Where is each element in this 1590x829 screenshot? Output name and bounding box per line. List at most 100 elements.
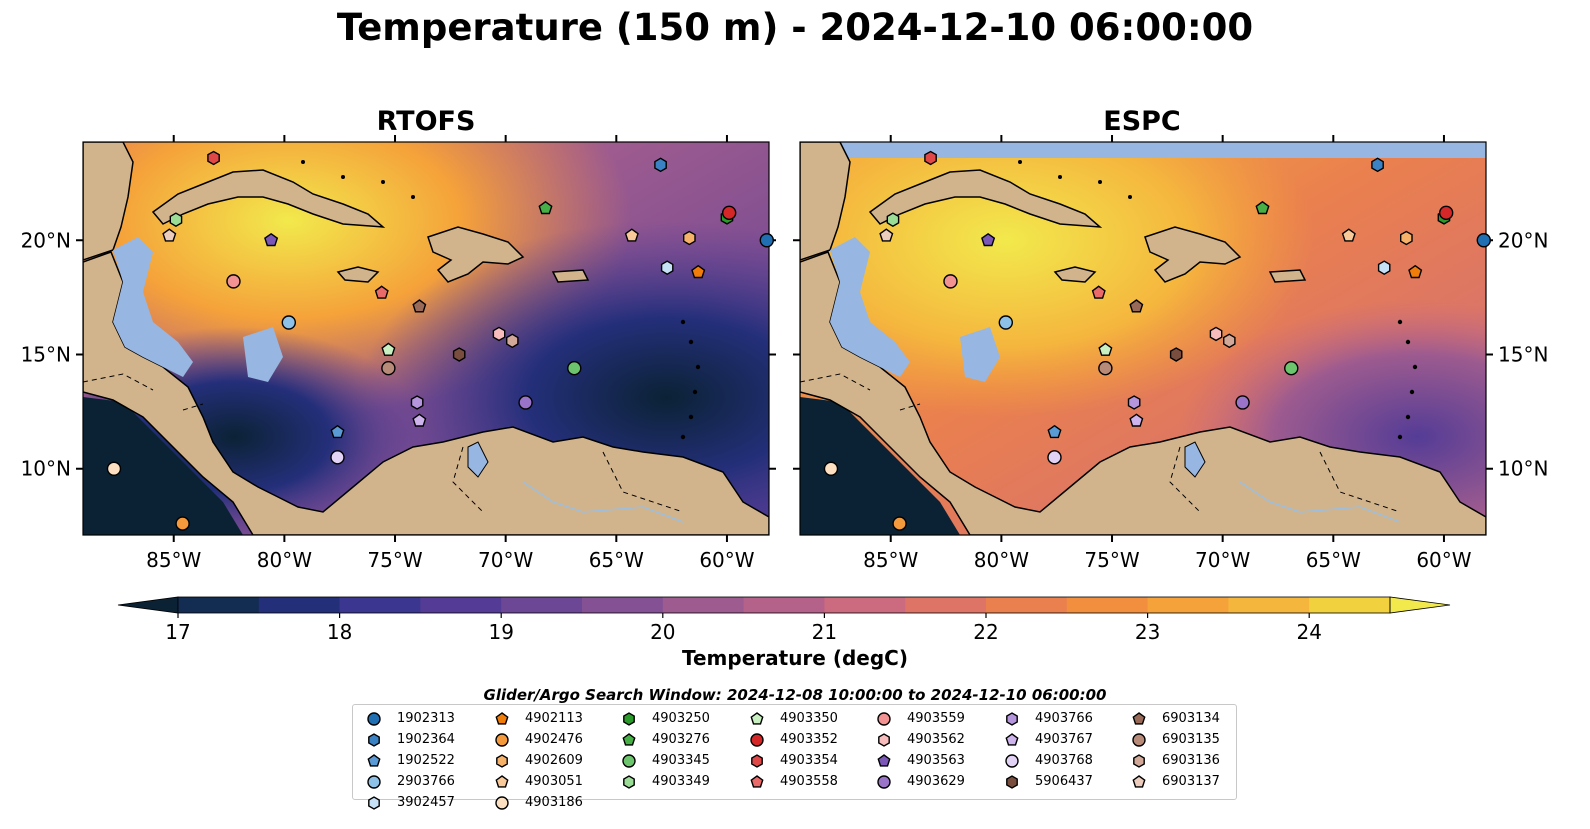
legend-marker-4903352 — [750, 732, 764, 747]
marker-4903051-rtofs — [624, 228, 639, 242]
legend-column: 4903766 4903767 4903768 5906437 — [1001, 708, 1093, 792]
pentagon-marker-icon — [750, 711, 764, 725]
marker-4903558-rtofs — [374, 285, 389, 299]
marker-4903629-rtofs — [518, 395, 533, 410]
colorbar-extend-high — [1389, 596, 1451, 614]
marker-4903767-espc — [1129, 413, 1144, 427]
legend-label: 1902313 — [397, 711, 455, 726]
pentagon-marker-icon — [877, 753, 891, 767]
lon-tick-label: 80°W — [257, 548, 312, 572]
legend-marker-4903562 — [878, 732, 890, 747]
legend-label: 4903186 — [525, 795, 583, 810]
lon-tick-label: 65°W — [589, 548, 644, 572]
axis-ticks: 85°W 80°W 75°W 70°W 65°W 60°W 20°N 15°N 10°N 85°W… — [21, 135, 1548, 572]
legend-marker-4903767 — [1005, 732, 1019, 746]
circle-marker-icon — [622, 753, 636, 768]
legend-marker-6903137 — [1132, 774, 1146, 788]
colorbar-segment — [1147, 597, 1229, 613]
marker-4903766-rtofs — [410, 395, 424, 410]
marker-4903350-rtofs — [381, 342, 396, 356]
marker-1902313-rtofs — [759, 233, 774, 248]
legend-marker-6903134 — [1132, 711, 1146, 725]
circle-marker-icon — [877, 774, 891, 789]
lon-tick-label: 70°W — [478, 548, 533, 572]
legend-column: 1902313 1902364 1902522 2903766 3902457 — [363, 708, 455, 813]
circle-marker-icon — [367, 711, 381, 726]
colorbar-segment — [178, 597, 260, 613]
pentagon-marker-icon — [1005, 732, 1019, 746]
hexagon-marker-icon — [623, 774, 635, 789]
colorbar-segment — [339, 597, 421, 613]
legend-label: 4903349 — [652, 774, 710, 789]
lon-tick-label: 70°W — [1195, 548, 1250, 572]
colorbar-segment — [501, 597, 583, 613]
marker-4903766-espc — [1127, 395, 1141, 410]
marker-4903186-espc — [823, 461, 839, 476]
colorbar-segment — [905, 597, 987, 613]
marker-4903562-rtofs — [492, 326, 506, 342]
legend-label: 4903562 — [907, 732, 965, 747]
legend-item: 1902313 — [363, 708, 455, 729]
marker-4903559-espc — [943, 274, 958, 289]
circle-marker-icon — [495, 732, 509, 747]
colorbar-segment — [662, 597, 745, 613]
legend-marker-4903766 — [1006, 711, 1018, 726]
legend-item: 4903768 — [1001, 750, 1093, 771]
legend-marker-1902522 — [367, 753, 381, 767]
marker-4903558-espc — [1091, 285, 1106, 299]
colorbar-extend-low — [117, 596, 179, 614]
marker-3902457-rtofs — [660, 260, 674, 276]
legend-marker-4903563 — [877, 753, 891, 767]
marker-4903186-rtofs — [106, 461, 122, 476]
marker-5906437-espc — [1169, 347, 1183, 362]
legend-marker-4903559 — [877, 711, 891, 726]
legend-item: 2903766 — [363, 771, 455, 792]
circle-marker-icon — [367, 774, 381, 789]
marker-4903352-espc — [1438, 205, 1454, 221]
lon-tick-label: 60°W — [699, 548, 754, 572]
marker-4903345-rtofs — [567, 361, 582, 376]
marker-1902364-espc — [1371, 157, 1384, 173]
legend-item: 4903276 — [618, 729, 710, 750]
marker-4903563-espc — [981, 232, 996, 247]
legend-label: 6903135 — [1162, 732, 1220, 747]
colorbar-segment — [986, 597, 1068, 613]
circle-marker-icon — [750, 732, 764, 747]
legend-item: 4903562 — [873, 729, 965, 750]
legend-column: 4903350 4903352 4903354 4903558 — [746, 708, 838, 792]
marker-6903136-espc — [1222, 333, 1236, 349]
legend-column: 4903559 4903562 4903563 4903629 — [873, 708, 965, 792]
marker-4903562-espc — [1209, 326, 1223, 342]
hexagon-marker-icon — [1006, 711, 1018, 726]
circle-marker-icon — [1005, 753, 1019, 768]
colorbar-segment — [743, 597, 825, 613]
colorbar-tick-label: 21 — [812, 620, 837, 644]
map-panel-espc — [800, 142, 1486, 535]
legend-item: 4903350 — [746, 708, 838, 729]
legend-label: 4902113 — [525, 711, 583, 726]
legend-item: 4902476 — [491, 729, 583, 750]
marker-6903134-rtofs — [412, 299, 427, 313]
legend-marker-4903250 — [623, 711, 635, 726]
marker-4903350-espc — [1098, 342, 1113, 356]
pentagon-marker-icon — [750, 774, 764, 788]
legend-marker-1902313 — [367, 711, 381, 726]
lat-tick-label-left: 10°N — [21, 457, 71, 481]
legend-item: 4903349 — [618, 771, 710, 792]
legend-item: 4903354 — [746, 750, 838, 771]
marker-6903135-rtofs — [381, 361, 396, 376]
legend-label: 4903352 — [780, 732, 838, 747]
marker-4903629-espc — [1235, 395, 1250, 410]
circle-marker-icon — [877, 711, 891, 726]
legend-item: 6903137 — [1128, 771, 1220, 792]
lon-tick-label: 85°W — [863, 548, 918, 572]
legend-label: 4903629 — [907, 774, 965, 789]
colorbar-segment — [582, 597, 664, 613]
legend-marker-6903135 — [1132, 732, 1146, 747]
marker-6903135-espc — [1098, 361, 1113, 376]
marker-4903345-espc — [1284, 361, 1299, 376]
marker-4902609-rtofs — [683, 230, 696, 246]
legend-item: 4903767 — [1001, 729, 1093, 750]
colorbar-segment — [824, 597, 906, 613]
marker-4903051-espc — [1341, 228, 1356, 242]
